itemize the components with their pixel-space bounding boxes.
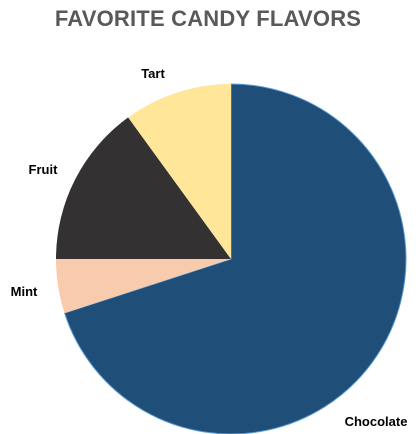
slice-label-fruit: Fruit <box>29 162 59 177</box>
pie-labels: Chocolate Mint Fruit Tart <box>11 66 408 429</box>
chart-title: FAVORITE CANDY FLAVORS <box>54 6 362 31</box>
slice-label-mint: Mint <box>11 284 38 299</box>
pie-slice-mint <box>56 259 231 314</box>
pie-slice-chocolate <box>63 83 407 434</box>
pie-slices <box>56 83 407 434</box>
slice-label-chocolate: Chocolate <box>345 414 408 429</box>
pie-slice-fruit <box>56 117 231 259</box>
slice-label-tart: Tart <box>141 66 165 81</box>
pie-slice-tart <box>128 84 231 259</box>
